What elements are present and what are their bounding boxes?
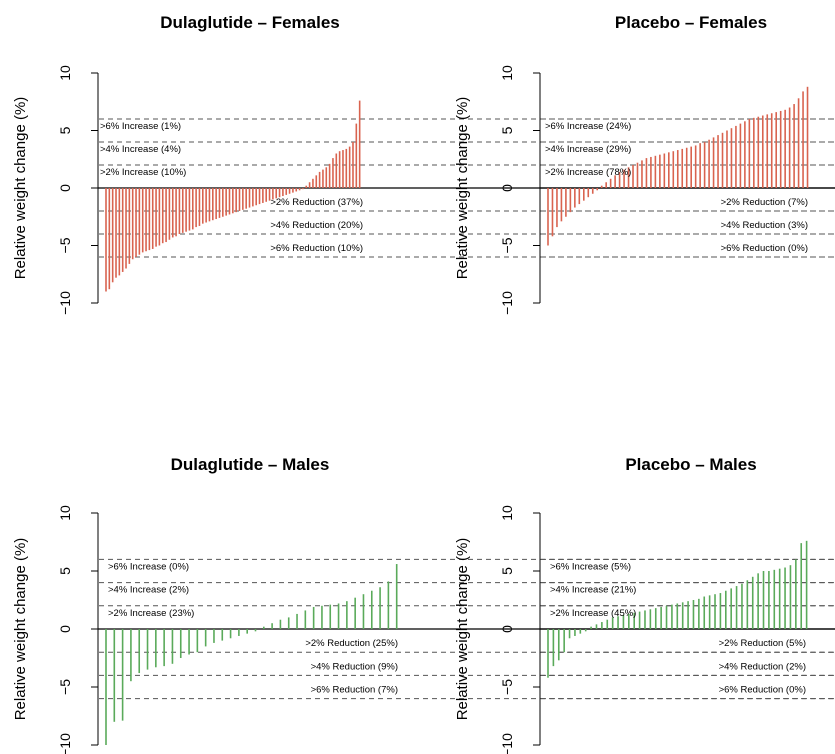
threshold-annotation: >2% Reduction (5%)	[719, 638, 806, 649]
threshold-annotation: >4% Reduction (20%)	[270, 220, 363, 231]
threshold-annotation: >6% Increase (1%)	[100, 121, 181, 132]
y-tick-label: −10	[57, 733, 73, 754]
y-tick-label: 0	[57, 625, 73, 633]
threshold-annotation: >4% Reduction (2%)	[719, 661, 806, 672]
panel-title: Dulaglutide – Males	[171, 455, 330, 474]
y-tick-label: −5	[499, 237, 515, 253]
threshold-annotation: >6% Increase (5%)	[550, 561, 631, 572]
threshold-annotation: >4% Increase (2%)	[108, 585, 189, 596]
threshold-annotation: >2% Reduction (7%)	[721, 197, 808, 208]
threshold-annotation: >6% Increase (24%)	[545, 121, 631, 132]
threshold-annotation: >2% Increase (10%)	[100, 167, 186, 178]
y-tick-label: 5	[57, 126, 73, 134]
y-tick-label: −5	[499, 679, 515, 695]
threshold-annotation: >6% Reduction (7%)	[311, 685, 398, 696]
y-tick-label: 5	[499, 567, 515, 575]
y-tick-label: 5	[499, 126, 515, 134]
threshold-annotation: >6% Reduction (0%)	[721, 243, 808, 254]
threshold-annotation: >2% Reduction (37%)	[270, 197, 363, 208]
y-axis-label: Relative weight change (%)	[454, 538, 471, 721]
threshold-annotation: >4% Increase (4%)	[100, 144, 181, 155]
threshold-annotation: >6% Reduction (0%)	[719, 685, 806, 696]
y-tick-label: −10	[499, 733, 515, 754]
y-tick-label: 5	[57, 567, 73, 575]
y-axis-label: Relative weight change (%)	[454, 97, 471, 280]
panel-title: Placebo – Males	[625, 455, 756, 474]
y-tick-label: 10	[499, 505, 515, 521]
threshold-annotation: >2% Increase (23%)	[108, 608, 194, 619]
threshold-annotation: >4% Reduction (3%)	[721, 220, 808, 231]
y-axis-label: Relative weight change (%)	[12, 97, 29, 280]
threshold-annotation: >4% Increase (21%)	[550, 585, 636, 596]
threshold-annotation: >2% Increase (78%)	[545, 167, 631, 178]
y-tick-label: −5	[57, 679, 73, 695]
threshold-annotation: >2% Increase (45%)	[550, 608, 636, 619]
y-tick-label: 0	[499, 625, 515, 633]
threshold-annotation: >2% Reduction (25%)	[305, 638, 398, 649]
y-tick-label: −10	[499, 291, 515, 315]
panel-title: Dulaglutide – Females	[160, 13, 340, 32]
y-tick-label: 0	[57, 184, 73, 192]
panel-title: Placebo – Females	[615, 13, 767, 32]
y-tick-label: −10	[57, 291, 73, 315]
y-axis-label: Relative weight change (%)	[12, 538, 29, 721]
y-tick-label: 10	[57, 505, 73, 521]
y-tick-label: 0	[499, 184, 515, 192]
threshold-annotation: >6% Reduction (10%)	[270, 243, 363, 254]
threshold-annotation: >4% Reduction (9%)	[311, 661, 398, 672]
threshold-annotation: >4% Increase (29%)	[545, 144, 631, 155]
threshold-annotation: >6% Increase (0%)	[108, 561, 189, 572]
y-tick-label: −5	[57, 237, 73, 253]
y-tick-label: 10	[499, 65, 515, 81]
y-tick-label: 10	[57, 65, 73, 81]
